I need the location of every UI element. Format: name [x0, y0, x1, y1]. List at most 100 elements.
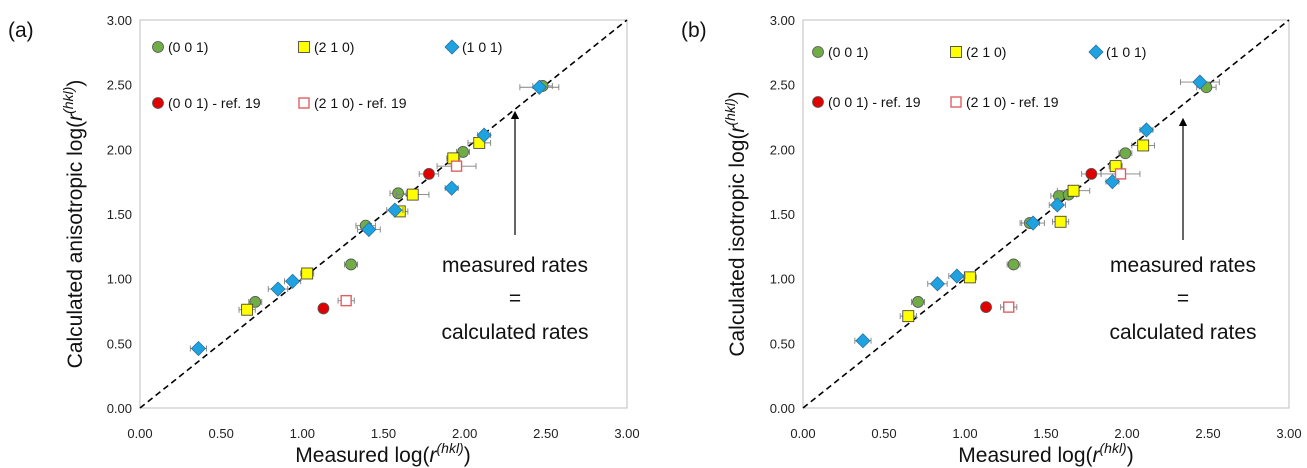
y-tick-label: 0.50 [107, 336, 132, 351]
label-part: (hkl) [437, 440, 464, 456]
data-point [317, 302, 330, 315]
data-point [301, 267, 314, 280]
label-part: ) [464, 444, 471, 467]
data-point [285, 273, 301, 289]
legend-label: (2 1 0) - ref. 19 [314, 95, 407, 111]
data-point [1192, 74, 1208, 90]
y-tick-label: 2.00 [770, 142, 795, 157]
data-point [1054, 215, 1067, 228]
data-point [1114, 168, 1127, 180]
data-point [1007, 258, 1020, 271]
legend: (0 0 1) (2 1 0) (1 0 1) (0 0 1) - ref. 19 (2… [152, 39, 502, 111]
data-point [340, 294, 352, 307]
panel-label: (b) [681, 19, 707, 42]
label-part: r [726, 125, 749, 133]
legend-label: (2 1 0) [966, 44, 1006, 60]
legend-label: (2 1 0) - ref. 19 [966, 94, 1059, 110]
x-tick-label: 3.00 [1276, 426, 1301, 441]
plot-frame [139, 19, 628, 409]
chart-panel-a: 0.00 0.50 1.00 1.50 2.00 2.50 3.00 0.00 0.50 1.00… [8, 13, 640, 467]
x-axis-label: Measured log(r(hkl)) [295, 440, 470, 467]
data-point [980, 301, 992, 314]
label-part: r [64, 113, 87, 121]
series-3 [317, 168, 440, 315]
data-point [423, 168, 435, 180]
legend-label: (0 0 1) - ref. 19 [168, 95, 261, 111]
y-tick-label: 2.00 [107, 142, 132, 157]
annotation-line1: measured rates [442, 254, 588, 277]
data-point [345, 258, 357, 271]
x-tick-label: 2.00 [1114, 426, 1139, 441]
legend-marker [950, 96, 962, 108]
y-tick-label: 2.50 [107, 78, 132, 93]
y-tick-label: 1.50 [770, 207, 795, 222]
legend-label: (1 0 1) [1106, 44, 1146, 60]
identity-line [802, 19, 1290, 409]
legend-label: (0 0 1) [828, 44, 868, 60]
series-4 [337, 160, 477, 307]
y-tick-label: 0.00 [770, 401, 795, 416]
label-part: r [430, 444, 438, 467]
x-axis-label: Measured log(r(hkl)) [958, 440, 1133, 467]
x-tick-label: 3.00 [614, 426, 639, 441]
x-tick-label: 2.00 [452, 426, 477, 441]
series-3 [980, 168, 1102, 314]
y-tick-label: 1.00 [770, 272, 795, 287]
data-point [270, 281, 286, 297]
y-axis-label: Calculated isotropic log(r(hkl)) [722, 91, 749, 356]
data-point [1137, 139, 1150, 152]
label-part: r [1093, 444, 1101, 467]
legend-marker [152, 97, 164, 109]
data-point [912, 296, 924, 308]
annotation-line1: measured rates [1110, 254, 1256, 277]
label-part: Calculated isotropic log( [726, 133, 749, 357]
annotation-line2: = [1177, 287, 1189, 310]
data-point [1067, 184, 1080, 197]
data-point [476, 127, 492, 143]
label-part: Measured log( [958, 444, 1092, 467]
label-part: Calculated anisotropic log( [64, 121, 87, 368]
label-part: (hkl) [60, 87, 76, 114]
y-tick-label: 0.00 [107, 401, 132, 416]
series-4 [1000, 168, 1141, 313]
label-part: Measured log( [295, 444, 429, 467]
data-point [1085, 168, 1098, 180]
identity-line [139, 19, 628, 409]
legend-marker [152, 41, 164, 53]
data-point [444, 180, 460, 196]
data-point [457, 146, 469, 158]
x-tick-label: 1.00 [952, 426, 977, 441]
data-point [1138, 122, 1155, 138]
chart-panel-b: 0.00 0.50 1.00 1.50 2.00 2.50 3.00 0.00 0.50 1.00… [681, 13, 1302, 467]
annotation-line3: calculated rates [1109, 321, 1256, 344]
legend-label: (1 0 1) [462, 39, 502, 55]
data-point [929, 276, 946, 292]
data-point [1119, 147, 1132, 160]
plot-frame [802, 19, 1290, 409]
data-point [406, 188, 419, 201]
label-part: ) [1127, 444, 1134, 467]
y-axis-label: Calculated anisotropic log(r(hkl)) [60, 80, 87, 369]
data-point [963, 271, 976, 284]
legend-marker [950, 46, 962, 58]
x-tick-label: 1.50 [371, 426, 396, 441]
y-tick-label: 1.00 [107, 272, 132, 287]
x-tick-label: 0.50 [871, 426, 896, 441]
x-tick-label: 0.50 [209, 426, 234, 441]
label-part: ) [64, 80, 87, 87]
legend-marker [1088, 44, 1104, 60]
data-point [949, 268, 965, 284]
series-1 [899, 139, 1155, 323]
x-tick-label: 0.00 [790, 426, 815, 441]
y-tick-label: 1.50 [107, 207, 132, 222]
legend-marker [298, 97, 310, 109]
series-2 [189, 79, 560, 357]
label-part: (hkl) [722, 98, 738, 125]
data-point [392, 187, 405, 200]
annotation-line2: = [509, 287, 521, 310]
data-point [361, 221, 377, 238]
legend: (0 0 1) (2 1 0) (1 0 1) (0 0 1) - ref. 19 (2… [812, 44, 1146, 110]
label-part: (hkl) [1100, 440, 1127, 456]
data-point [902, 310, 915, 323]
